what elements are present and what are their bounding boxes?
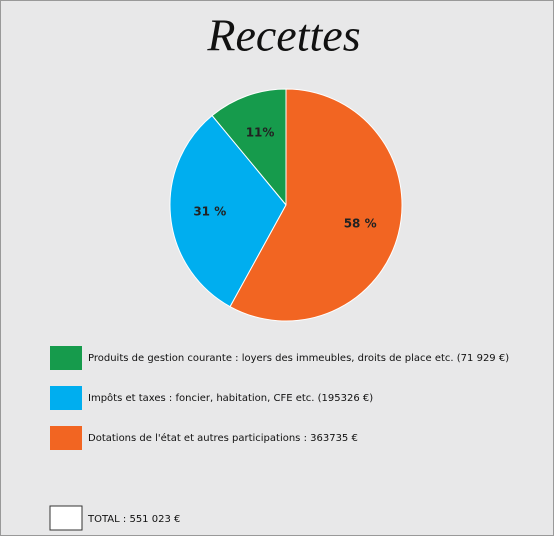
pie-slice <box>211 88 287 207</box>
value-label: 58 % <box>344 217 377 231</box>
legend-swatch <box>50 426 82 450</box>
legend-label: Dotations de l'état et autres participat… <box>88 432 358 444</box>
legend-swatch <box>50 386 82 410</box>
total-box <box>49 505 83 531</box>
value-label: 11% <box>246 125 275 139</box>
chart-title: Recettes <box>206 10 360 61</box>
pie-slice <box>169 114 287 308</box>
total-label: TOTAL : 551 023 € <box>87 514 180 525</box>
legend-label: Produits de gestion courante : loyers de… <box>88 353 509 364</box>
legend-swatch <box>50 346 82 370</box>
legend-label: Impôts et taxes : foncier, habitation, C… <box>88 392 373 404</box>
value-label: 31 % <box>193 205 226 219</box>
pie-slice <box>229 88 403 322</box>
